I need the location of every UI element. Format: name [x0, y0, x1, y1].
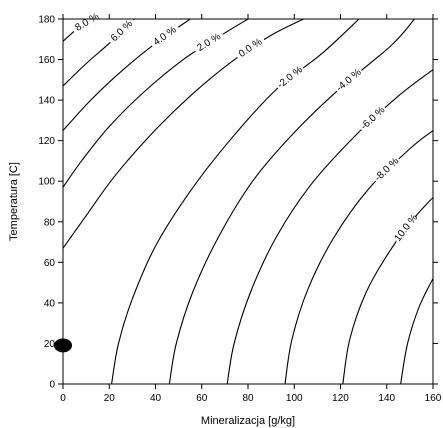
- contour-line: [400, 278, 433, 384]
- y-tick-label: 40: [44, 298, 56, 309]
- contour-line: [342, 197, 433, 384]
- x-tick-label: 0: [60, 393, 66, 404]
- x-tick-label: 40: [150, 393, 162, 404]
- sample-point-marker: [54, 338, 72, 353]
- contour-line: [226, 69, 433, 384]
- y-tick-label: 120: [38, 136, 55, 147]
- contour-label-bg: [233, 33, 267, 62]
- y-tick-label: 80: [44, 217, 56, 228]
- x-axis: 0 20 40 60 80 100 120 140 160: [60, 14, 442, 404]
- contour-label-bg: [105, 15, 137, 46]
- contour-label-bg: [69, 8, 104, 35]
- contour-label-bg: [356, 102, 389, 134]
- x-tick-label: 140: [378, 393, 395, 404]
- y-tick-label: 100: [38, 177, 55, 188]
- y-tick-label: 60: [44, 258, 56, 269]
- markers: [54, 338, 72, 353]
- x-axis-label: Mineralizacja [g/kg]: [201, 415, 295, 427]
- y-tick-label: 20: [44, 339, 56, 350]
- y-axis: 0 20 40 60 80 100 120 140 160 180: [38, 15, 438, 391]
- y-axis-label: Temperatura [C]: [8, 162, 20, 241]
- y-tick-label: 0: [49, 380, 55, 391]
- x-tick-label: 20: [104, 393, 116, 404]
- y-tick-label: 180: [38, 15, 55, 26]
- contour-label-bg: [390, 212, 420, 246]
- contour-lines: [63, 19, 433, 384]
- contour-label-bg: [147, 21, 181, 50]
- contour-line: [284, 130, 433, 384]
- contour-label-bg: [273, 62, 306, 92]
- contour-label: -10.0 %: [390, 212, 420, 246]
- x-tick-label: 160: [425, 393, 442, 404]
- contour-line: [63, 19, 304, 249]
- x-tick-label: 120: [332, 393, 349, 404]
- contour-line: [111, 19, 360, 384]
- contour-label: -2.0 %: [275, 64, 305, 91]
- x-tick-label: 60: [196, 393, 208, 404]
- contour-line: [168, 19, 415, 384]
- contour-label-bg: [191, 28, 226, 56]
- contour-label-bg: [332, 64, 365, 95]
- contour-labels: 8.0 % 6.0 % 4.0 % 2.0 % 0.0 %-2.0 % -4.0 %-6.…: [69, 8, 420, 246]
- y-tick-label: 160: [38, 55, 55, 66]
- x-tick-label: 100: [286, 393, 303, 404]
- x-tick-label: 80: [242, 393, 254, 404]
- contour-label-bg: [370, 153, 403, 185]
- y-tick-label: 140: [38, 96, 55, 107]
